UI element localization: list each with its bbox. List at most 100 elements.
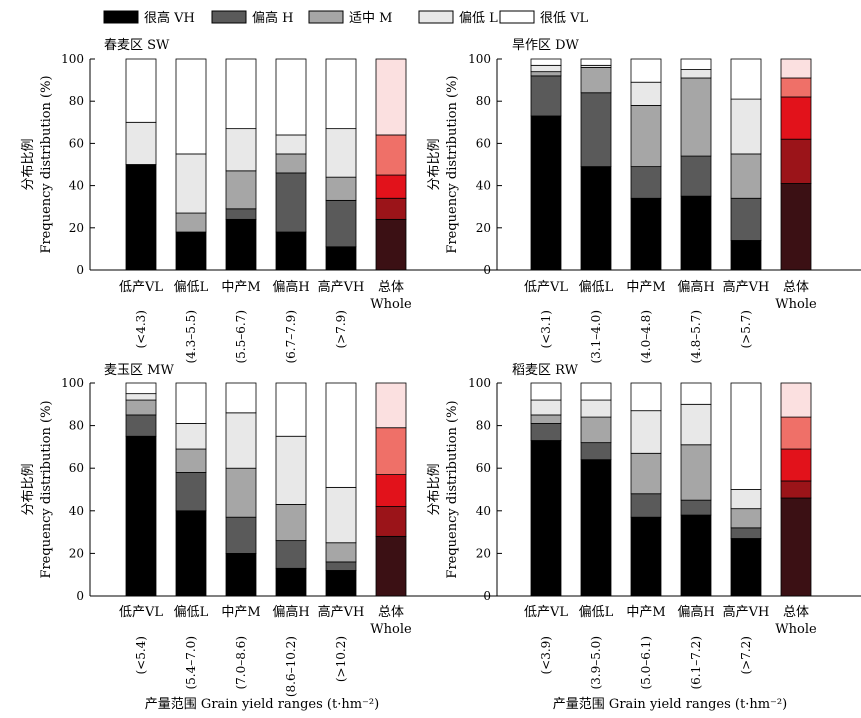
range-label: (<3.9) xyxy=(539,636,553,675)
bar-segment-0 xyxy=(275,231,307,271)
bar-segment-1 xyxy=(730,197,762,241)
legend-swatch-4 xyxy=(499,10,535,24)
category-label: 偏低L xyxy=(174,280,209,295)
y-tick-label: 100 xyxy=(468,376,491,390)
bar-segment-2 xyxy=(680,444,712,501)
y-tick-label: 20 xyxy=(476,221,491,235)
bar-segment-3 xyxy=(730,98,762,155)
category-label: 低产VL xyxy=(524,605,568,620)
bar-segment-2 xyxy=(225,467,257,518)
y-tick-label: 40 xyxy=(476,179,491,193)
legend-swatch-0 xyxy=(103,10,139,24)
category-label: 偏低L xyxy=(174,605,209,620)
bar-segment-2 xyxy=(225,170,257,210)
panel-title: 麦玉区 MW xyxy=(104,363,174,378)
bar-segment-2 xyxy=(580,67,612,94)
bar-segment-4 xyxy=(175,382,207,424)
bar-segment-3 xyxy=(275,134,307,155)
y-tick-label: 20 xyxy=(69,546,84,560)
bar-segment-1 xyxy=(580,442,612,461)
y-tick-label: 60 xyxy=(69,461,84,475)
y-tick-label: 80 xyxy=(69,94,84,108)
bar-segment-1 xyxy=(275,540,307,569)
bar-segment-2 xyxy=(780,96,812,140)
panel-1: 0 20 40 60 80 100 分布比例 Frequency distribution (… xyxy=(427,38,861,364)
bar-segment-4 xyxy=(630,58,662,83)
category-sublabel: Whole xyxy=(775,622,817,637)
bar-segment-4 xyxy=(630,382,662,412)
range-label: (5.5–6.7) xyxy=(234,310,248,364)
range-label: (<5.4) xyxy=(134,636,148,675)
bar-segment-0 xyxy=(630,516,662,597)
bar-segment-0 xyxy=(325,246,357,271)
legend-swatch-3 xyxy=(418,10,454,24)
range-label: (4.8–5.7) xyxy=(689,310,703,364)
y-axis-title-cn: 分布比例 xyxy=(427,138,442,190)
category-label: 中产M xyxy=(626,605,665,620)
y-tick-label: 40 xyxy=(476,504,491,518)
bar-segment-2 xyxy=(175,212,207,233)
bar-segment-3 xyxy=(225,128,257,172)
bar-segment-4 xyxy=(125,382,157,395)
bar-segment-2 xyxy=(325,176,357,201)
bar-segment-1 xyxy=(275,172,307,233)
bar-segment-0 xyxy=(730,538,762,597)
bar-segment-2 xyxy=(375,174,407,199)
y-tick-label: 0 xyxy=(76,589,84,603)
category-label: 高产VH xyxy=(318,279,365,295)
panel-3: 0 20 40 60 80 100 分布比例 Frequency distribution (… xyxy=(427,363,861,690)
bar-segment-4 xyxy=(325,382,357,488)
legend: 很高 VH 偏高 H 适中 M 偏低 L 很低 VL xyxy=(103,10,589,26)
y-axis-title-cn: 分布比例 xyxy=(21,138,36,190)
y-tick-label: 100 xyxy=(61,52,84,66)
category-label: 低产VL xyxy=(119,280,163,295)
bar-segment-2 xyxy=(275,504,307,542)
bar-segment-4 xyxy=(680,58,712,70)
bar-segment-3 xyxy=(780,77,812,98)
bar-segment-1 xyxy=(680,499,712,516)
category-label: 低产VL xyxy=(119,605,163,620)
legend-label-4: 很低 VL xyxy=(540,11,589,26)
bar-segment-0 xyxy=(225,218,257,271)
bar-segment-4 xyxy=(580,382,612,401)
category-sublabel: Whole xyxy=(370,297,412,312)
bar-segment-2 xyxy=(175,448,207,473)
bar-segment-4 xyxy=(680,382,712,405)
y-tick-label: 60 xyxy=(476,461,491,475)
bar-segment-3 xyxy=(275,435,307,505)
bar-segment-0 xyxy=(530,115,562,271)
category-label: 偏高H xyxy=(272,279,309,295)
y-axis-title-en: Frequency distribution (%) xyxy=(445,75,460,253)
y-axis-title-cn: 分布比例 xyxy=(427,463,442,515)
bar-segment-2 xyxy=(375,474,407,507)
bar-segment-0 xyxy=(530,440,562,597)
category-label: 偏低L xyxy=(579,605,614,620)
range-label: (8.6–10.2) xyxy=(284,636,298,697)
range-label: (3.1–4.0) xyxy=(589,310,603,364)
y-axis-title-en: Frequency distribution (%) xyxy=(39,75,54,253)
bar-segment-3 xyxy=(780,416,812,450)
range-label: (<3.1) xyxy=(539,310,553,349)
y-tick-label: 20 xyxy=(69,221,84,235)
category-label: 中产M xyxy=(221,605,260,620)
y-axis-title-en: Frequency distribution (%) xyxy=(445,400,460,578)
panel-title: 稻麦区 RW xyxy=(512,363,579,378)
category-label: 偏高H xyxy=(677,604,714,620)
bar-segment-1 xyxy=(630,166,662,199)
bar-segment-2 xyxy=(680,77,712,157)
bar-segment-2 xyxy=(530,71,562,77)
category-label: 总体 xyxy=(378,280,404,295)
bar-segment-4 xyxy=(375,382,407,429)
range-label: (3.9–5.0) xyxy=(589,636,603,690)
range-label: (6.1–7.2) xyxy=(689,636,703,690)
category-label: 高产VH xyxy=(723,279,770,295)
bar-segment-1 xyxy=(175,472,207,512)
category-label: 高产VH xyxy=(723,604,770,620)
y-tick-label: 100 xyxy=(468,52,491,66)
bar-segment-0 xyxy=(580,459,612,597)
bar-segment-0 xyxy=(375,535,407,597)
bar-segment-1 xyxy=(225,208,257,220)
bar-segment-1 xyxy=(530,75,562,117)
